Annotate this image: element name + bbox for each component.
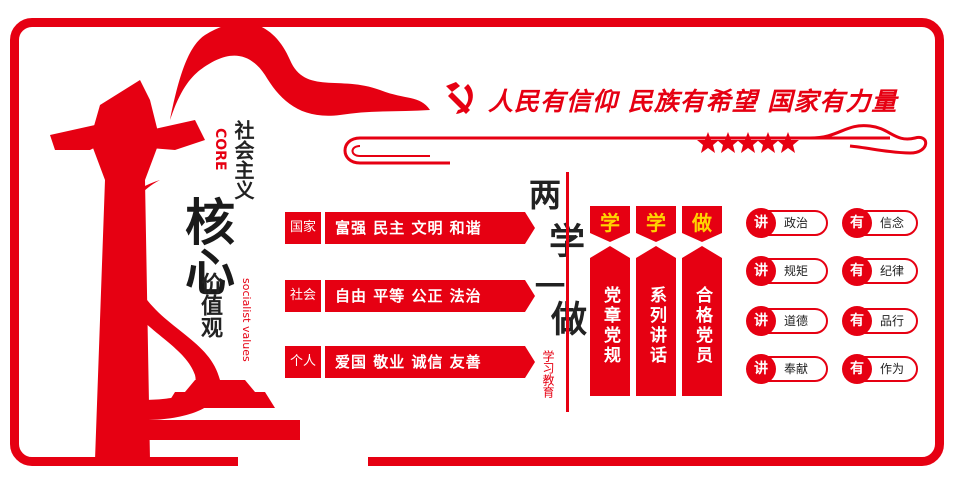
row-text: 富强 民主 文明 和谐 (325, 212, 535, 244)
liangxue-top: 两 (524, 178, 562, 210)
column-qualified-member: 做 合格党员 (682, 206, 722, 396)
stars-cloud-decoration (343, 124, 928, 165)
pair-left-2: 讲 道德 (746, 306, 828, 336)
row-tag: 国家 (285, 212, 321, 244)
pair-text: 作为 (880, 362, 905, 376)
pair-text: 纪律 (880, 264, 905, 278)
column-speeches: 学 系列讲话 (636, 206, 676, 396)
frame-gap (238, 446, 368, 476)
huabiao-pillar-illustration (50, 22, 430, 460)
slogan: 人民有信仰 民族有希望 国家有力量 (488, 87, 898, 116)
pair-badge: 有 (842, 256, 872, 286)
column-head: 学 (590, 206, 630, 242)
pair-badge: 讲 (746, 306, 776, 336)
pair-right-2: 有 品行 (842, 306, 918, 336)
pair-badge: 有 (842, 354, 872, 384)
pair-text: 品行 (880, 314, 905, 328)
red-frame (10, 18, 944, 466)
title-top: 社会主义 (231, 120, 255, 200)
party-emblem-icon (438, 78, 478, 118)
pair-badge: 有 (842, 306, 872, 336)
liangxue-line: 一 (529, 270, 564, 300)
pair-right-3: 有 作为 (842, 354, 918, 384)
pair-right-1: 有 纪律 (842, 256, 918, 286)
pair-right-0: 有 信念 (842, 208, 918, 238)
pair-badge: 讲 (746, 256, 776, 286)
column-head: 学 (636, 206, 676, 242)
core-en-label: CORE (212, 128, 228, 171)
pair-text: 规矩 (784, 264, 809, 278)
column-body: 合格党员 (682, 246, 722, 396)
liangxue-sub: 学习教育 (541, 350, 555, 398)
title-small: 价值观 (197, 272, 223, 338)
pair-text: 道德 (784, 314, 809, 328)
column-party-rules: 学 党章党规 (590, 206, 630, 396)
pair-text: 政治 (784, 216, 809, 230)
column-body: 系列讲话 (636, 246, 676, 396)
column-body: 党章党规 (590, 246, 630, 396)
socialist-en-label: socialist values (240, 278, 253, 362)
pair-badge: 讲 (746, 354, 776, 384)
row-tag: 社会 (285, 280, 321, 312)
row-tag: 个人 (285, 346, 321, 378)
divider-line (566, 172, 569, 412)
pair-badge: 讲 (746, 208, 776, 238)
liangxue-mid: 学 (543, 222, 585, 258)
row-text: 自由 平等 公正 法治 (325, 280, 535, 312)
pair-left-3: 讲 奉献 (746, 354, 828, 384)
pair-text: 奉献 (784, 362, 809, 376)
pair-badge: 有 (842, 208, 872, 238)
row-text: 爱国 敬业 诚信 友善 (325, 346, 535, 378)
pair-left-1: 讲 规矩 (746, 256, 828, 286)
pair-text: 信念 (880, 216, 905, 230)
title-big: 核心 (177, 196, 236, 296)
column-head: 做 (682, 206, 722, 242)
pair-left-0: 讲 政治 (746, 208, 828, 238)
